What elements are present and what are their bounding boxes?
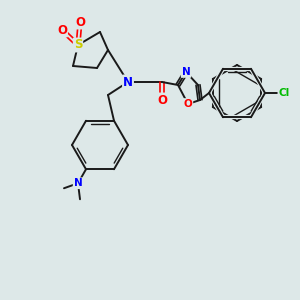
Text: S: S bbox=[74, 38, 82, 52]
Text: O: O bbox=[157, 94, 167, 106]
Text: O: O bbox=[184, 99, 192, 109]
Text: N: N bbox=[123, 76, 133, 88]
Text: Cl: Cl bbox=[278, 88, 290, 98]
Text: O: O bbox=[57, 23, 67, 37]
Text: N: N bbox=[74, 178, 82, 188]
Text: N: N bbox=[182, 67, 190, 77]
Text: O: O bbox=[75, 16, 85, 28]
